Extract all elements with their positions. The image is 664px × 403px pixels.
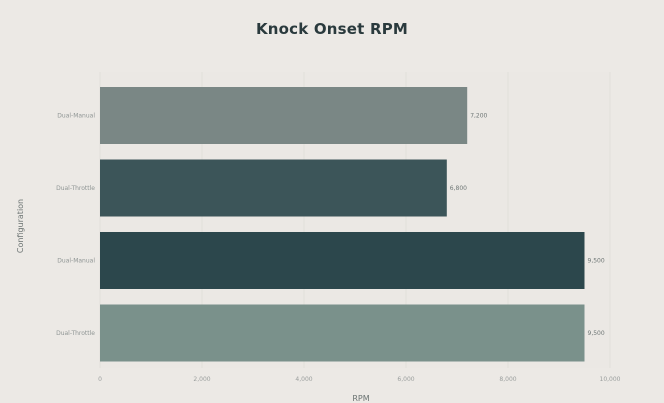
bar[interactable] xyxy=(100,159,447,217)
bar[interactable] xyxy=(100,232,585,289)
x-tick-label: 2,000 xyxy=(193,376,210,383)
category-label: Dual-Manual xyxy=(57,258,95,265)
data-label: 7,200 xyxy=(470,113,487,120)
bar[interactable] xyxy=(100,304,585,362)
category-label: Dual-Throttle xyxy=(56,330,95,337)
chart-title: Knock Onset RPM xyxy=(255,20,409,38)
x-tick-label: 8,000 xyxy=(499,376,516,383)
x-tick-label: 6,000 xyxy=(397,376,414,383)
data-label: 9,500 xyxy=(588,330,605,337)
x-tick-label: 4,000 xyxy=(295,376,312,383)
y-axis-title: Configuration xyxy=(16,199,25,253)
x-tick-label: 0 xyxy=(98,376,102,383)
data-label: 9,500 xyxy=(588,258,605,265)
category-label: Dual-Throttle xyxy=(56,185,95,192)
data-label: 6,800 xyxy=(450,185,467,192)
bar[interactable] xyxy=(100,87,468,144)
x-axis-title: RPM xyxy=(352,394,369,403)
x-tick-label: 10,000 xyxy=(600,376,621,383)
category-label: Dual-Manual xyxy=(57,113,95,120)
